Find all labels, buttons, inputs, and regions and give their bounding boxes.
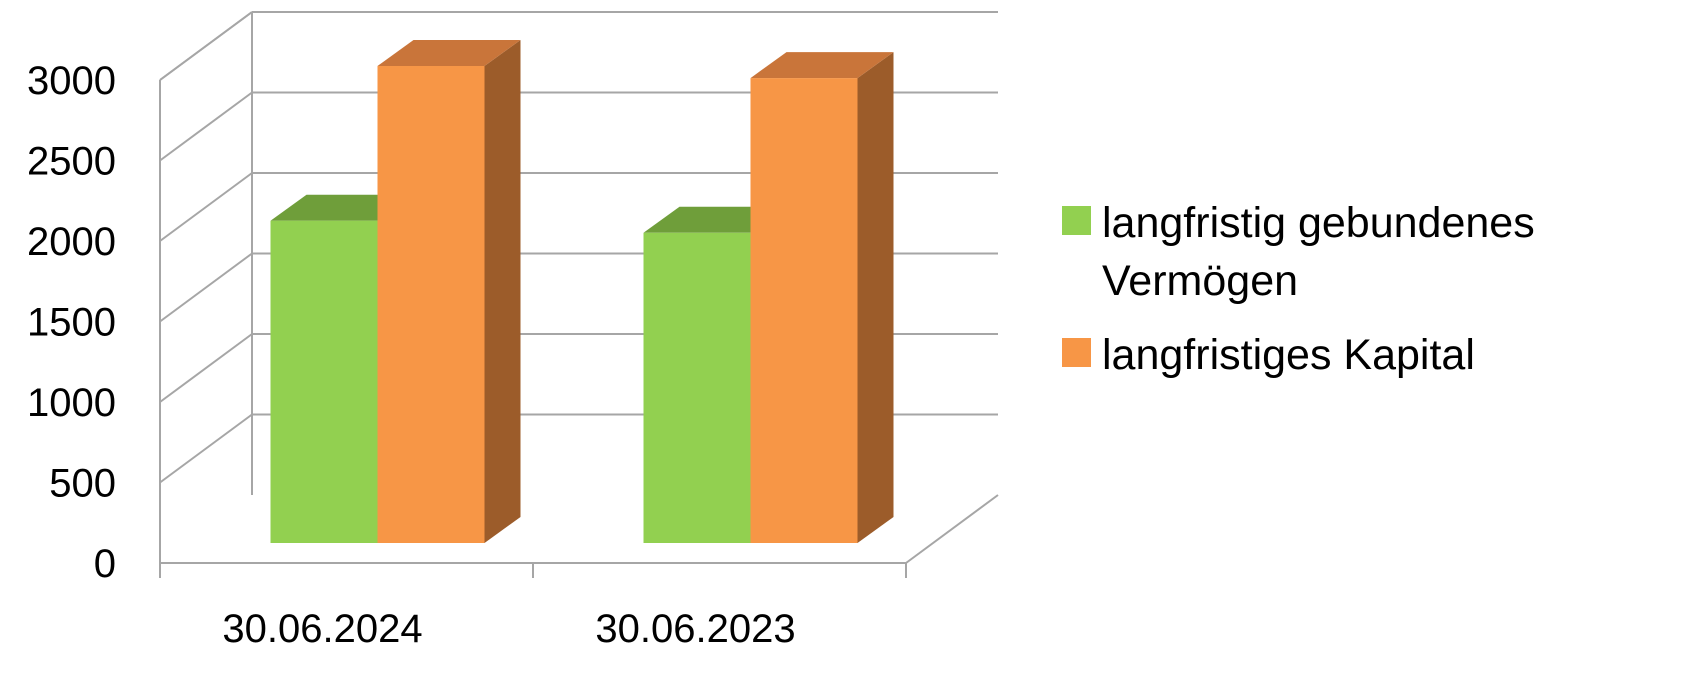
gridline-side	[159, 172, 253, 242]
gridline-side-top	[159, 11, 253, 81]
floor-right-edge	[905, 494, 999, 564]
legend-swatch	[1062, 206, 1091, 235]
gridline-side	[159, 413, 253, 484]
y-tick-label: 2000	[27, 220, 116, 264]
bar	[377, 66, 485, 543]
bar-side	[857, 52, 894, 543]
gridline-side	[159, 91, 253, 162]
x-tick-label: 30.06.2023	[595, 607, 795, 651]
legend-label: langfristig gebundenes	[1102, 199, 1535, 247]
x-axis-tick-labels: 30.06.2024 30.06.2023	[222, 607, 795, 651]
y-axis-tick-labels: 0 500 1000 1500 2000 2500 3000	[27, 59, 116, 586]
legend-swatch	[1062, 338, 1091, 367]
gridline-side	[159, 252, 253, 323]
bar	[643, 232, 751, 543]
y-tick-label: 1000	[27, 381, 116, 425]
legend-label: Vermögen	[1102, 257, 1298, 305]
y-tick-label: 2500	[27, 140, 116, 184]
legend-label: langfristiges Kapital	[1102, 331, 1475, 379]
y-tick-label: 0	[94, 542, 116, 586]
bar	[270, 220, 378, 543]
chart-floor	[159, 494, 999, 578]
legend: langfristig gebundenes Vermögen langfristi…	[1062, 199, 1535, 379]
y-tick-label: 3000	[27, 59, 116, 103]
bar-side	[484, 40, 521, 543]
bar-top	[750, 52, 894, 79]
gridline-side	[159, 333, 253, 403]
x-tick-label: 30.06.2024	[222, 607, 422, 651]
y-tick-label: 500	[49, 462, 116, 506]
bar-top	[377, 40, 521, 66]
y-tick-label: 1500	[27, 301, 116, 345]
bar	[750, 78, 858, 543]
bars	[270, 40, 894, 543]
